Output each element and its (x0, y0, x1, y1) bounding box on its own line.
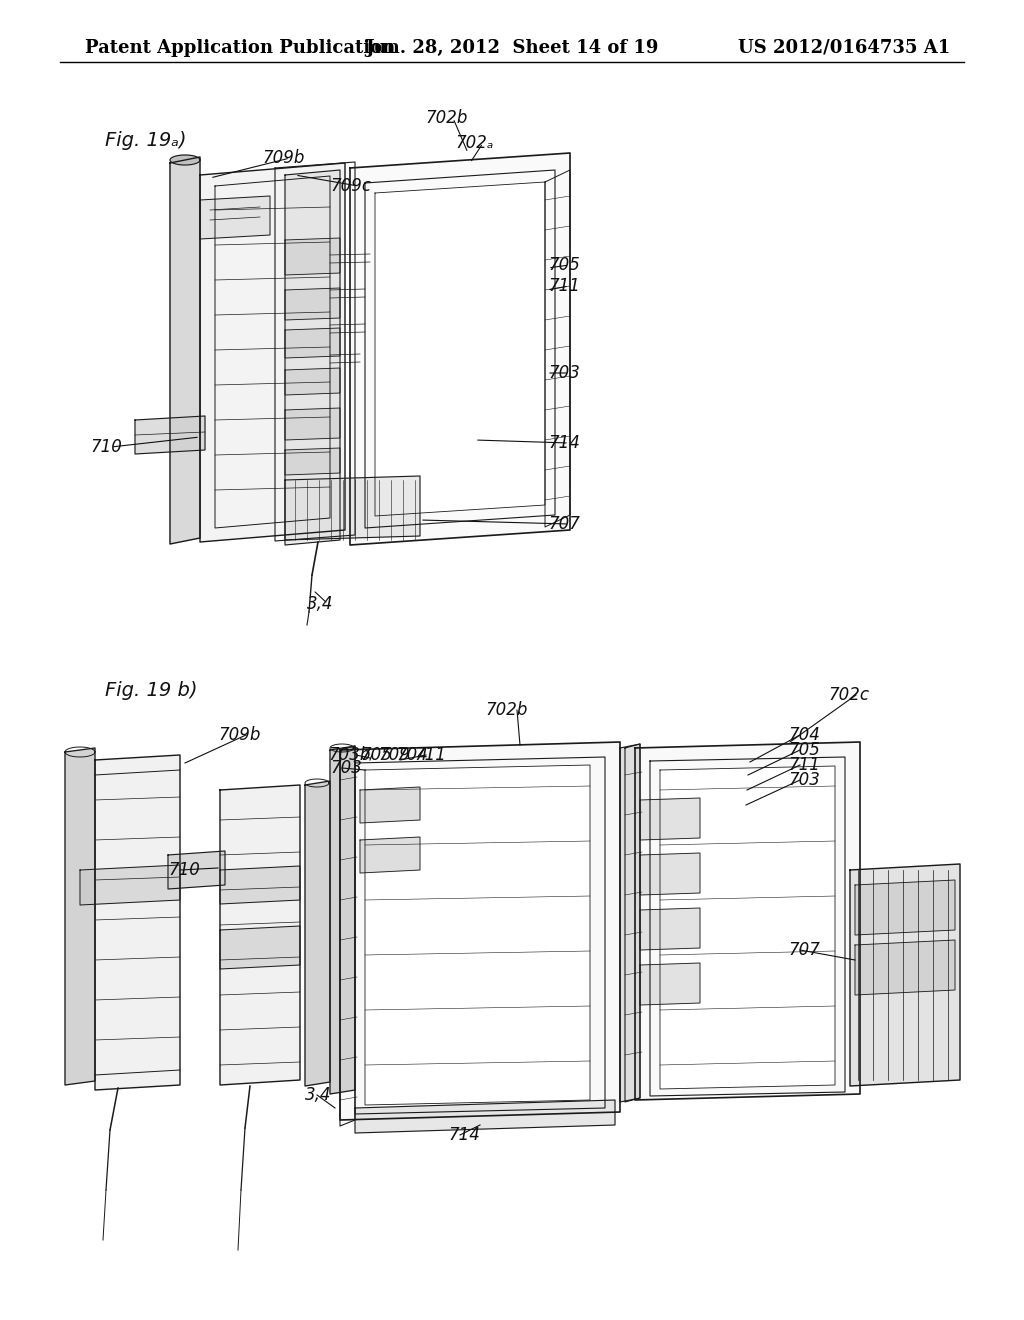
Polygon shape (220, 866, 300, 904)
Polygon shape (375, 182, 545, 516)
Text: 702ₐ: 702ₐ (455, 135, 494, 152)
Text: Jun. 28, 2012  Sheet 14 of 19: Jun. 28, 2012 Sheet 14 of 19 (366, 40, 658, 57)
Polygon shape (350, 153, 570, 545)
Text: 702b: 702b (485, 701, 527, 719)
Polygon shape (635, 742, 860, 1100)
Polygon shape (360, 787, 420, 822)
Text: 703b: 703b (328, 746, 371, 764)
Text: 702b: 702b (425, 110, 467, 127)
Polygon shape (340, 742, 620, 1119)
Polygon shape (168, 851, 225, 888)
Polygon shape (65, 748, 95, 1085)
Polygon shape (305, 781, 330, 1086)
Polygon shape (285, 170, 340, 545)
Text: 704: 704 (788, 726, 820, 744)
Polygon shape (170, 157, 200, 544)
Text: 705: 705 (360, 746, 392, 764)
Text: 705: 705 (548, 256, 580, 275)
Polygon shape (285, 408, 340, 440)
Polygon shape (285, 238, 340, 275)
Text: 709: 709 (378, 746, 410, 764)
Text: Fig. 19 b): Fig. 19 b) (105, 681, 198, 700)
Polygon shape (285, 447, 340, 475)
Text: 709b: 709b (262, 149, 304, 168)
Polygon shape (170, 154, 200, 165)
Polygon shape (200, 162, 345, 543)
Text: 707: 707 (548, 515, 580, 533)
Polygon shape (640, 853, 700, 895)
Polygon shape (365, 766, 590, 1105)
Polygon shape (355, 1100, 615, 1133)
Text: 709c: 709c (330, 177, 371, 195)
Text: Fig. 19ₐ): Fig. 19ₐ) (105, 131, 186, 149)
Polygon shape (220, 785, 300, 1085)
Polygon shape (640, 799, 700, 840)
Text: 705: 705 (788, 741, 820, 759)
Polygon shape (220, 927, 300, 969)
Polygon shape (640, 908, 700, 950)
Text: 3,4: 3,4 (307, 595, 334, 612)
Text: 711: 711 (548, 277, 580, 294)
Polygon shape (855, 880, 955, 935)
Polygon shape (285, 368, 340, 395)
Polygon shape (640, 964, 700, 1005)
Text: US 2012/0164735 A1: US 2012/0164735 A1 (737, 40, 950, 57)
Polygon shape (620, 744, 640, 1102)
Text: 3,4: 3,4 (305, 1086, 332, 1104)
Text: 707: 707 (788, 941, 820, 960)
Text: 703: 703 (788, 771, 820, 789)
Text: 709b: 709b (218, 726, 260, 744)
Polygon shape (660, 766, 835, 1089)
Polygon shape (285, 327, 340, 358)
Polygon shape (200, 195, 270, 239)
Text: 703: 703 (548, 364, 580, 381)
Text: 704: 704 (396, 746, 428, 764)
Polygon shape (330, 746, 355, 1094)
Polygon shape (360, 837, 420, 873)
Text: 703: 703 (330, 759, 361, 777)
Text: 711: 711 (414, 746, 445, 764)
Polygon shape (855, 940, 955, 995)
Text: Patent Application Publication: Patent Application Publication (85, 40, 395, 57)
Polygon shape (285, 477, 420, 540)
Polygon shape (285, 288, 340, 319)
Text: 714: 714 (449, 1126, 480, 1144)
Text: 711: 711 (788, 756, 820, 774)
Polygon shape (95, 755, 180, 1090)
Text: 702c: 702c (828, 686, 869, 704)
Text: 710: 710 (90, 438, 122, 455)
Polygon shape (850, 865, 961, 1086)
Polygon shape (135, 416, 205, 454)
Text: 714: 714 (548, 434, 580, 451)
Text: 710: 710 (168, 861, 200, 879)
Polygon shape (80, 865, 180, 906)
